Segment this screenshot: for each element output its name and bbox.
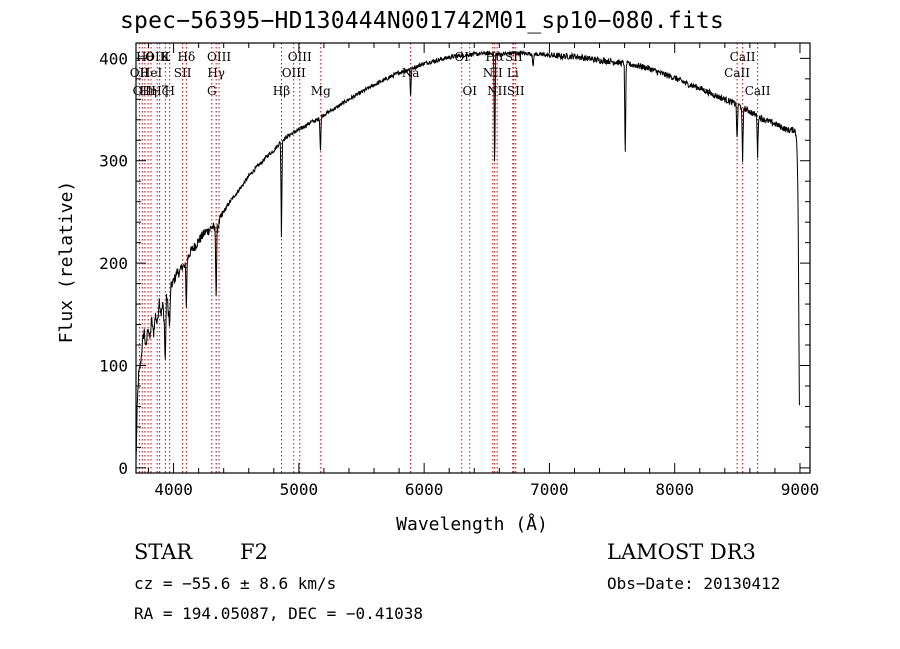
y-tick-label: 100 [99, 357, 128, 376]
line-label-oiii: OIII [207, 50, 231, 64]
y-axis-label: Flux (relative) [56, 181, 77, 344]
line-label-mg: Mg [311, 84, 331, 98]
plot-frame [135, 42, 811, 474]
line-label-hη: Hη [139, 84, 157, 98]
axis-ticks: 4000 5000 6000 7000 8000 9000 0 100 200 300 400 [99, 43, 819, 499]
spectral-line-markers [138, 43, 759, 473]
chart-title: spec−56395−HD130444N001742M01_sp10−080.f… [120, 8, 725, 34]
line-label-sii: SII [174, 66, 192, 80]
line-label-hei: HeI [140, 66, 163, 80]
line-label-nii: NII [487, 84, 507, 98]
line-label-hζ: Hζ [151, 84, 168, 98]
line-label-hδ: Hδ [178, 50, 196, 64]
object-class: STAR [134, 540, 193, 564]
x-tick-label: 7000 [530, 480, 569, 499]
spectrum-line [135, 49, 801, 462]
line-label-oiii: OIII [288, 50, 312, 64]
x-tick-label: 8000 [655, 480, 694, 499]
line-label-nii: NII [483, 66, 503, 80]
line-label-hγ: Hγ [207, 66, 225, 80]
spectral-line-labels: OIIOIIHθHηHeIOIIIHζKHSIIHδGHγOIIIHβOIIIO… [130, 50, 771, 98]
x-tick-label: 6000 [405, 480, 444, 499]
x-tick-label: 9000 [781, 480, 820, 499]
line-label-na: Na [402, 66, 420, 80]
line-label-li: Li [507, 66, 519, 80]
observation-date: Obs−Date: 20130412 [607, 574, 781, 593]
y-tick-label: 200 [99, 254, 128, 273]
line-label-oiii: OIII [145, 50, 169, 64]
line-label-g: G [207, 84, 217, 98]
line-label-oi: OI [462, 84, 477, 98]
line-label-oi: OI [454, 50, 469, 64]
line-label-hβ: Hβ [273, 84, 290, 98]
y-tick-label: 0 [118, 459, 128, 478]
redshift-velocity: cz = −55.6 ± 8.6 km/s [134, 574, 337, 593]
x-tick-label: 5000 [280, 480, 319, 499]
coordinates: RA = 194.05087, DEC = −0.41038 [134, 604, 423, 623]
y-tick-label: 300 [99, 152, 128, 171]
plot-axes [135, 42, 811, 474]
line-label-caii: CaII [724, 66, 750, 80]
x-axis-label: Wavelength (Å) [396, 513, 548, 535]
line-label-caii: CaII [745, 84, 771, 98]
y-tick-label: 400 [99, 49, 128, 68]
line-label-oii: OII [130, 66, 150, 80]
object-subclass: F2 [240, 540, 268, 564]
line-label-sii: SII [507, 84, 525, 98]
x-tick-label: 4000 [154, 480, 193, 499]
line-label-oiii: OIII [282, 66, 306, 80]
line-label-oii: OII [133, 84, 153, 98]
line-label-h: H [164, 84, 174, 98]
survey-name: LAMOST DR3 [607, 540, 756, 564]
line-label-k: K [161, 50, 171, 64]
line-label-hθ: Hθ [136, 50, 154, 64]
spectrum-series [135, 49, 801, 462]
line-label-caii: CaII [730, 50, 756, 64]
